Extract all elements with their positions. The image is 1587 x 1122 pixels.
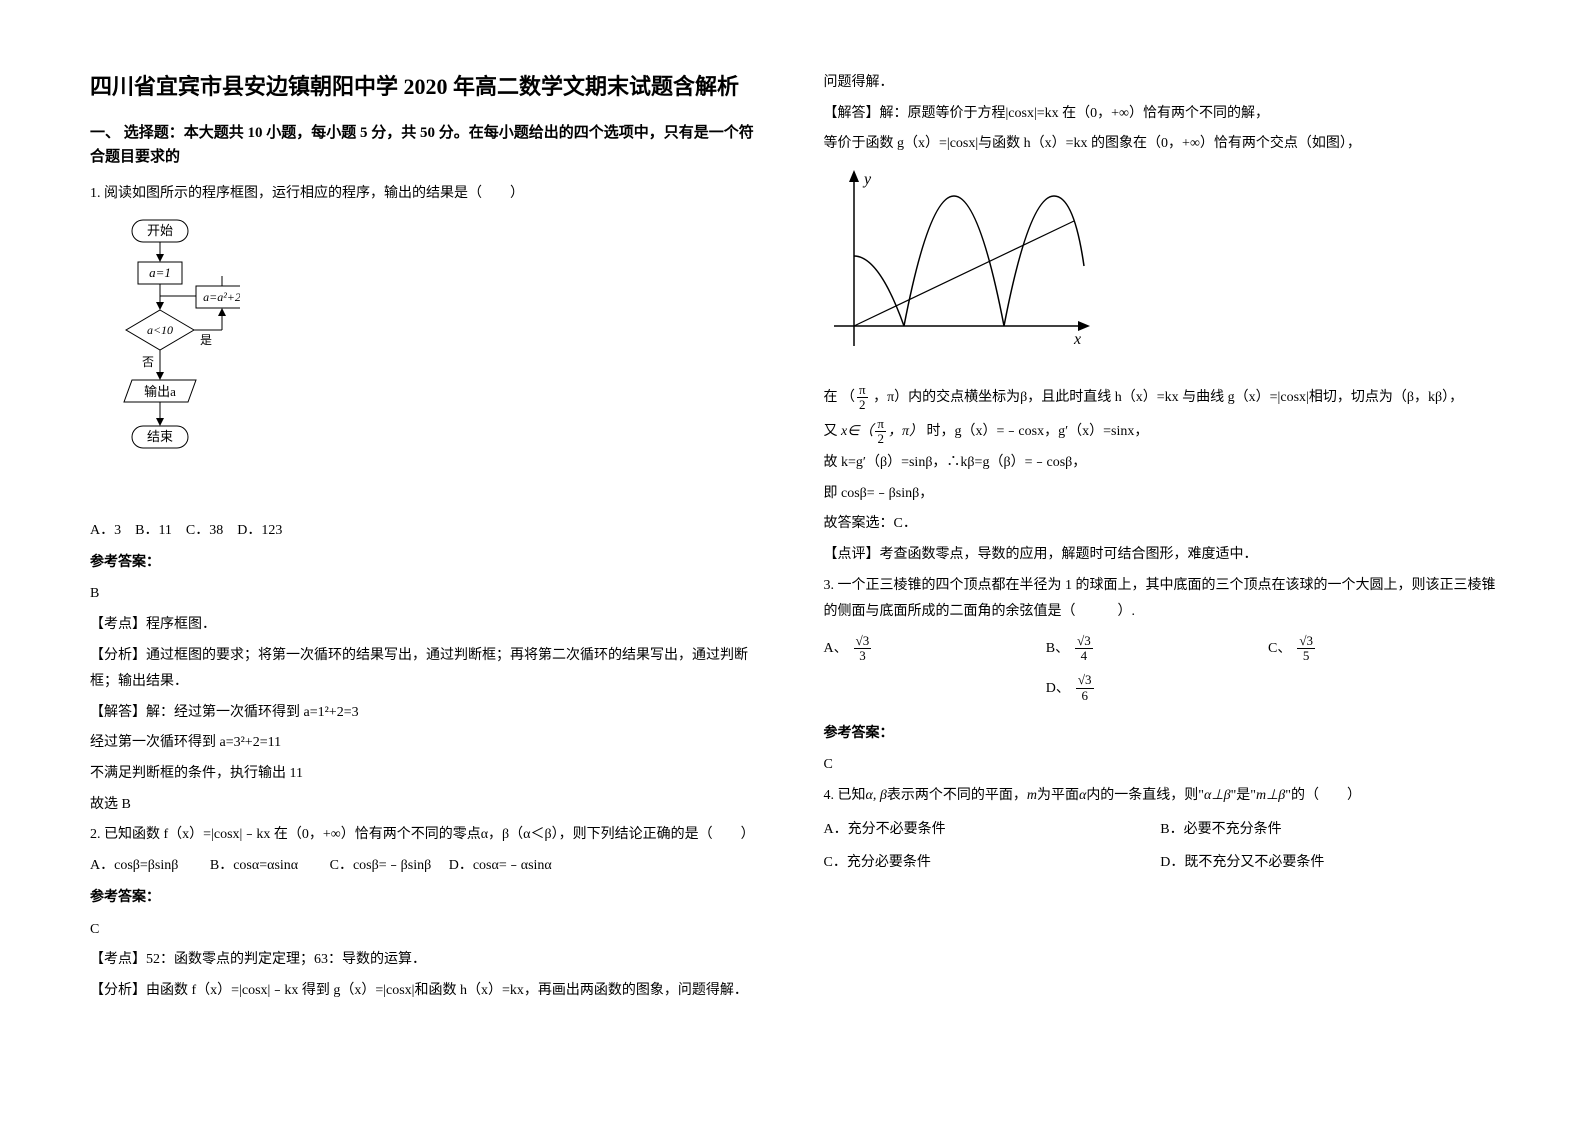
x-axis-label: x bbox=[1073, 331, 1081, 348]
q3-options: A、 √33 B、 √34 C、 √35 D、 √36 bbox=[824, 634, 1498, 713]
y-axis-label: y bbox=[862, 171, 872, 188]
q2-optB: B．cosα=αsinα bbox=[210, 858, 298, 873]
right-column: 问题得解． 【解答】解：原题等价于方程|cosx|=kx 在（0，+∞）恰有两个… bbox=[824, 70, 1498, 1052]
flow-yes: 是 bbox=[200, 333, 212, 347]
q2-fenxi: 【分析】由函数 f（x）=|cosx|﹣kx 得到 g（x）=|cosx|和函数… bbox=[90, 978, 764, 1005]
q3-optC: C、 √35 bbox=[1268, 634, 1490, 664]
q3-optA: A、 √33 bbox=[824, 634, 1046, 664]
q3-answer: C bbox=[824, 752, 1498, 779]
flow-start: 开始 bbox=[147, 223, 173, 238]
q2-optA: A．cosβ=βsinβ bbox=[90, 858, 178, 873]
q2-graph: y x bbox=[824, 166, 1498, 375]
flow-no: 否 bbox=[142, 355, 154, 369]
flow-end: 结束 bbox=[147, 429, 173, 444]
q4-options: A．充分不必要条件 B．必要不充分条件 C．充分必要条件 D．既不充分又不必要条… bbox=[824, 817, 1498, 883]
q2-dianping: 【点评】考查函数零点，导数的应用，解题时可结合图形，难度适中． bbox=[824, 542, 1498, 569]
q2-jieda7: 故答案选：C． bbox=[824, 511, 1498, 538]
q2-jieda3-post: ，π）内的交点横坐标为β，且此时直线 h（x）=kx 与曲线 g（x）=|cos… bbox=[873, 390, 1463, 405]
q2-jieda3: 在 （π2 ，π）内的交点横坐标为β，且此时直线 h（x）=kx 与曲线 g（x… bbox=[824, 383, 1498, 413]
q1-fenxi: 【分析】通过框图的要求；将第一次循环的结果写出，通过判断框；再将第二次循环的结果… bbox=[90, 643, 764, 696]
q2-answer: C bbox=[90, 917, 764, 944]
q2-jieda6: 即 cosβ=﹣βsinβ， bbox=[824, 481, 1498, 508]
exam-page: 四川省宜宾市县安边镇朝阳中学 2020 年高二数学文期末试题含解析 一、 选择题… bbox=[90, 70, 1497, 1052]
q4-optC: C．充分必要条件 bbox=[824, 850, 1161, 875]
q2-answer-label: 参考答案： bbox=[90, 885, 764, 910]
q1-answer-label: 参考答案： bbox=[90, 550, 764, 575]
q4-optD: D．既不充分又不必要条件 bbox=[1160, 850, 1497, 875]
q2-kaodian: 【考点】52：函数零点的判定定理；63：导数的运算． bbox=[90, 947, 764, 974]
q3-optB: B、 √34 bbox=[1046, 634, 1268, 664]
interval-frac-2: π2 bbox=[875, 417, 886, 447]
left-column: 四川省宜宾市县安边镇朝阳中学 2020 年高二数学文期末试题含解析 一、 选择题… bbox=[90, 70, 764, 1052]
q1-jieda4: 故选 B bbox=[90, 792, 764, 819]
flow-output: 输出a bbox=[144, 384, 176, 399]
q2-optD: D．cosα=﹣αsinα bbox=[449, 858, 552, 873]
q2-jieda3-pre: 在 bbox=[824, 390, 838, 405]
q2-jieda5: 故 k=g′（β）=sinβ，∴kβ=g（β）=﹣cosβ， bbox=[824, 450, 1498, 477]
q2-options: A．cosβ=βsinβ B．cosα=αsinα C．cosβ=﹣βsinβ … bbox=[90, 853, 764, 880]
q1-stem: 1. 阅读如图所示的程序框图，运行相应的程序，输出的结果是（ ） bbox=[90, 181, 764, 208]
q4-stem: 4. 已知α, β表示两个不同的平面，m为平面α内的一条直线，则"α⊥β"是"m… bbox=[824, 783, 1498, 810]
q1-jieda2: 经过第一次循环得到 a=3²+2=11 bbox=[90, 730, 764, 757]
q3-answer-label: 参考答案： bbox=[824, 721, 1498, 746]
q1-jieda1: 【解答】解：经过第一次循环得到 a=1²+2=3 bbox=[90, 700, 764, 727]
q3-optD: D、 √36 bbox=[824, 673, 1269, 703]
q1-options: A．3 B．11 C．38 D．123 bbox=[90, 518, 764, 545]
q1-jieda3: 不满足判断框的条件，执行输出 11 bbox=[90, 761, 764, 788]
flow-body: a=a²+2 bbox=[203, 290, 240, 304]
x-in-interval: x∈（ bbox=[841, 424, 873, 439]
q2-jieda1: 【解答】解：原题等价于方程|cosx|=kx 在（0，+∞）恰有两个不同的解， bbox=[824, 101, 1498, 128]
q4-optB: B．必要不充分条件 bbox=[1160, 817, 1497, 842]
q2-optC: C．cosβ=﹣βsinβ bbox=[330, 858, 432, 873]
q1-kaodian: 【考点】程序框图． bbox=[90, 612, 764, 639]
flow-condition: a<10 bbox=[147, 323, 173, 337]
q2-cont: 问题得解． bbox=[824, 70, 1498, 97]
q2-jieda4-pre: 又 bbox=[824, 424, 838, 439]
q2-jieda2: 等价于函数 g（x）=|cosx|与函数 h（x）=kx 的图象在（0，+∞）恰… bbox=[824, 131, 1498, 158]
q1-answer: B bbox=[90, 581, 764, 608]
q2-jieda4-mid: 时，g（x）=﹣cosx，g′（x）=sinx， bbox=[927, 424, 1149, 439]
document-title: 四川省宜宾市县安边镇朝阳中学 2020 年高二数学文期末试题含解析 bbox=[90, 70, 764, 103]
flow-init: a=1 bbox=[149, 265, 171, 280]
q2-jieda4: 又 x∈（π2，π） 时，g（x）=﹣cosx，g′（x）=sinx， bbox=[824, 417, 1498, 447]
q1-flowchart: 开始 a=1 a<10 是 bbox=[100, 218, 764, 508]
interval-frac: π2 bbox=[857, 383, 868, 413]
section-1-heading: 一、 选择题：本大题共 10 小题，每小题 5 分，共 50 分。在每小题给出的… bbox=[90, 121, 764, 169]
q2-stem: 2. 已知函数 f（x）=|cosx|﹣kx 在（0，+∞）恰有两个不同的零点α… bbox=[90, 822, 764, 849]
q4-optA: A．充分不必要条件 bbox=[824, 817, 1161, 842]
q3-stem: 3. 一个正三棱锥的四个顶点都在半径为 1 的球面上，其中底面的三个顶点在该球的… bbox=[824, 573, 1498, 626]
